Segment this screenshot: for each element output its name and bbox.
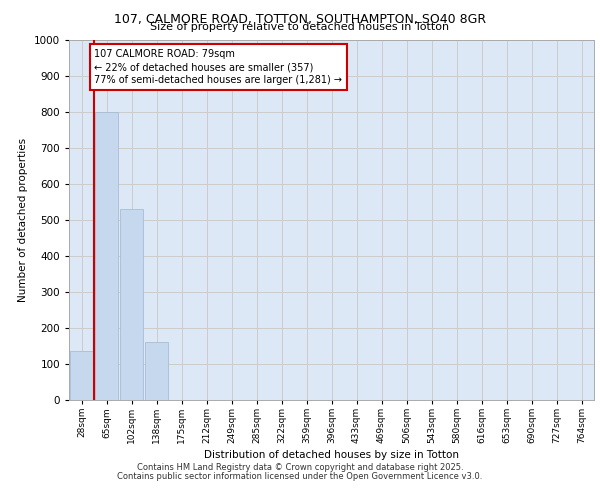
Text: Contains public sector information licensed under the Open Government Licence v3: Contains public sector information licen… bbox=[118, 472, 482, 481]
Text: 107 CALMORE ROAD: 79sqm
← 22% of detached houses are smaller (357)
77% of semi-d: 107 CALMORE ROAD: 79sqm ← 22% of detache… bbox=[95, 49, 343, 86]
Bar bbox=[95, 112, 118, 400]
X-axis label: Distribution of detached houses by size in Totton: Distribution of detached houses by size … bbox=[204, 450, 459, 460]
Bar bbox=[145, 342, 168, 400]
Text: 107, CALMORE ROAD, TOTTON, SOUTHAMPTON, SO40 8GR: 107, CALMORE ROAD, TOTTON, SOUTHAMPTON, … bbox=[114, 12, 486, 26]
Bar bbox=[120, 209, 143, 400]
Bar bbox=[70, 352, 93, 400]
Text: Contains HM Land Registry data © Crown copyright and database right 2025.: Contains HM Land Registry data © Crown c… bbox=[137, 464, 463, 472]
Y-axis label: Number of detached properties: Number of detached properties bbox=[18, 138, 28, 302]
Text: Size of property relative to detached houses in Totton: Size of property relative to detached ho… bbox=[151, 22, 449, 32]
